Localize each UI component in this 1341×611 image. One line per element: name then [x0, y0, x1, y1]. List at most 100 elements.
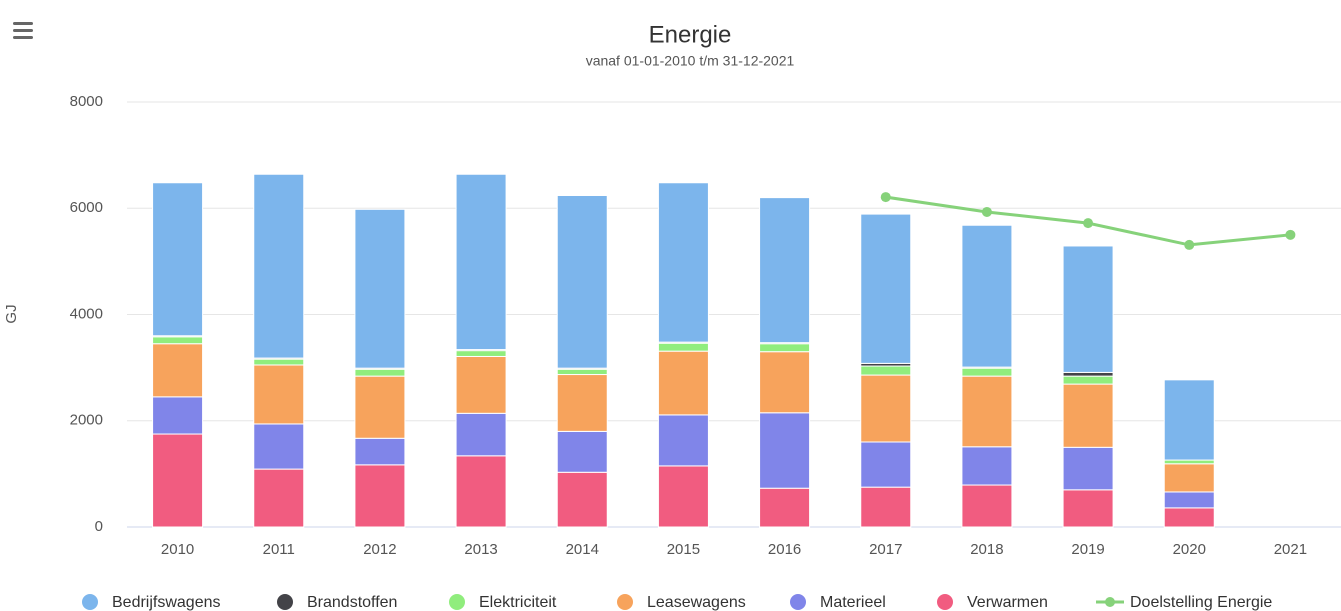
menu-bar — [13, 29, 33, 32]
bar-segment — [152, 343, 204, 398]
target-point — [1083, 218, 1094, 229]
legend-item: Materieel — [790, 594, 886, 611]
bar-segment — [253, 468, 305, 528]
x-tick-label: 2013 — [464, 541, 497, 558]
x-tick-label: 2014 — [566, 541, 599, 558]
bar-segment — [1062, 371, 1114, 377]
bar-segment — [657, 465, 709, 528]
bar-segment — [455, 355, 507, 414]
target-point — [1184, 239, 1195, 250]
bar-segment — [860, 441, 912, 488]
x-tick-label: 2018 — [970, 541, 1003, 558]
bar-segment — [1163, 463, 1215, 493]
y-tick-label: 2000 — [70, 412, 103, 429]
bar-segment — [1062, 383, 1114, 448]
bar-segment — [961, 484, 1013, 528]
legend-symbol — [790, 594, 806, 610]
bar-segment — [253, 423, 305, 470]
legend-label: Materieel — [820, 594, 886, 611]
y-tick-label: 0 — [95, 518, 103, 535]
bar-segment — [455, 455, 507, 528]
target-point — [981, 206, 992, 217]
bar-segment — [1163, 507, 1215, 528]
bar-segment — [556, 471, 608, 528]
legend-item: Leasewagens — [617, 594, 746, 611]
y-axis-label: GJ — [3, 304, 20, 323]
bar-segment — [759, 412, 811, 489]
bar-segment — [1062, 489, 1114, 528]
x-tick-label: 2019 — [1071, 541, 1104, 558]
legend-item: Elektriciteit — [449, 594, 557, 611]
menu-icon[interactable] — [13, 22, 33, 39]
bar-segment — [961, 375, 1013, 448]
y-tick-label: 4000 — [70, 305, 103, 322]
bar-segment — [860, 213, 912, 364]
bar-segment — [657, 350, 709, 416]
bar-segment — [1163, 459, 1215, 465]
bar-segment — [556, 368, 608, 376]
x-tick-label: 2012 — [363, 541, 396, 558]
bar-segment — [1163, 491, 1215, 509]
bar-segment — [556, 430, 608, 473]
legend-item: Verwarmen — [937, 594, 1048, 611]
bar-segment — [759, 351, 811, 414]
bar-segment — [860, 365, 912, 376]
bar-segment — [1062, 375, 1114, 385]
bar-segment — [152, 182, 204, 337]
legend-item: Doelstelling Energie — [1096, 594, 1272, 611]
bar-segment — [354, 208, 406, 369]
x-tick-label: 2015 — [667, 541, 700, 558]
bar-segment — [961, 367, 1013, 377]
bar-segment — [455, 350, 507, 357]
bar-segment — [354, 375, 406, 439]
bar-segment — [860, 374, 912, 443]
chart-subtitle: vanaf 01-01-2010 t/m 31-12-2021 — [586, 53, 795, 69]
bar-segment — [556, 195, 608, 369]
legend-label: Leasewagens — [647, 594, 746, 611]
bar-segment — [253, 173, 305, 359]
target-point — [880, 192, 891, 203]
target-point — [1285, 229, 1296, 240]
bar-segment — [1062, 245, 1114, 373]
bar-segment — [961, 224, 1013, 368]
legend-item: Brandstoffen — [277, 594, 397, 611]
bar-segment — [455, 173, 507, 351]
y-tick-label: 8000 — [70, 93, 103, 110]
bar-segment — [253, 358, 305, 366]
bar-segment — [759, 197, 811, 344]
x-tick-label: 2017 — [869, 541, 902, 558]
bar-segment — [657, 182, 709, 343]
bar-segment — [759, 343, 811, 353]
bar-segment — [253, 364, 305, 425]
bar-segment — [759, 487, 811, 528]
menu-bar — [13, 22, 33, 25]
legend-symbol — [449, 594, 465, 610]
bar-segment — [354, 464, 406, 528]
x-tick-label: 2016 — [768, 541, 801, 558]
chart-title: Energie — [649, 21, 732, 48]
bar-segment — [1062, 446, 1114, 491]
legend-symbol — [937, 594, 953, 610]
x-tick-label: 2021 — [1274, 541, 1307, 558]
x-tick-label: 2010 — [161, 541, 194, 558]
legend-label: Doelstelling Energie — [1130, 594, 1272, 611]
legend-item: Bedrijfswagens — [82, 594, 221, 611]
legend-label: Brandstoffen — [307, 594, 397, 611]
bar-segment — [354, 368, 406, 377]
bar-segment — [556, 374, 608, 432]
bar-segment — [657, 414, 709, 467]
legend-label: Verwarmen — [967, 594, 1048, 611]
menu-bar — [13, 36, 33, 39]
bar-segment — [455, 412, 507, 457]
bar-segment — [152, 433, 204, 528]
bar-segment — [152, 396, 204, 435]
legend-symbol — [617, 594, 633, 610]
legend-label: Bedrijfswagens — [112, 594, 221, 611]
legend-symbol — [277, 594, 293, 610]
bar-segment — [152, 336, 204, 345]
bar-segment — [860, 486, 912, 528]
y-tick-label: 6000 — [70, 199, 103, 216]
legend-label: Elektriciteit — [479, 594, 557, 611]
bar-segment — [657, 342, 709, 352]
